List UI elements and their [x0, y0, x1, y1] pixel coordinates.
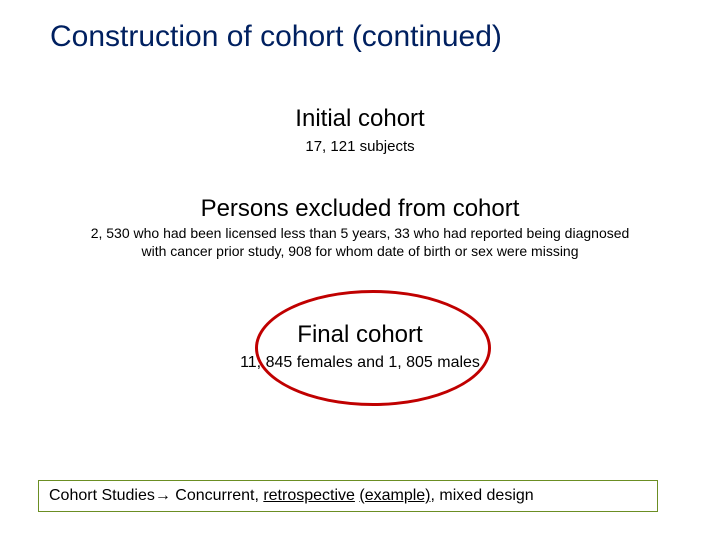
slide: Construction of cohort (continued) Initi… — [0, 0, 720, 540]
footer-suffix: , mixed design — [431, 487, 534, 504]
final-cohort-subtext: 11, 845 females and 1, 805 males — [0, 354, 720, 372]
initial-cohort-heading: Initial cohort — [0, 105, 720, 133]
slide-title: Construction of cohort (continued) — [50, 20, 502, 54]
footer-retrospective: retrospective — [263, 487, 355, 504]
excluded-heading: Persons excluded from cohort — [0, 195, 720, 223]
excluded-subtext: 2, 530 who had been licensed less than 5… — [80, 225, 640, 260]
footer-prefix: Cohort Studies — [49, 487, 155, 504]
footer-concurrent: Concurrent, — [171, 487, 263, 504]
initial-cohort-subtext: 17, 121 subjects — [0, 138, 720, 155]
arrow-right-icon: → — [155, 487, 171, 504]
footer-example: (example) — [359, 487, 430, 504]
final-cohort-heading: Final cohort — [0, 321, 720, 349]
footer-breadcrumb: Cohort Studies→ Concurrent, retrospectiv… — [38, 480, 658, 512]
